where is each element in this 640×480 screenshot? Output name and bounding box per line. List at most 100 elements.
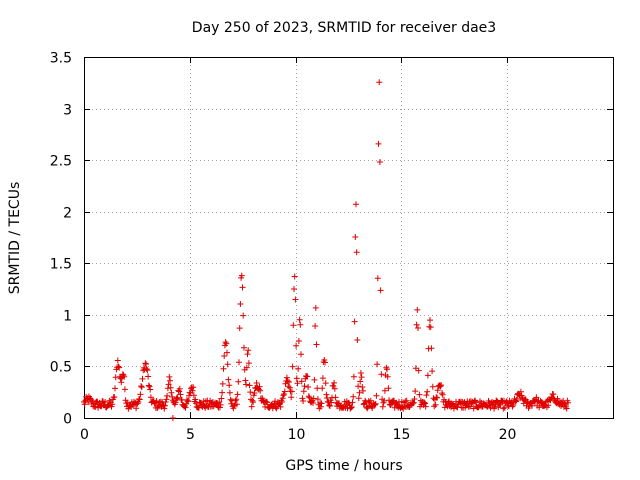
data-point: [174, 395, 181, 402]
data-point: [563, 405, 570, 412]
data-point: [256, 383, 263, 390]
data-point: [512, 397, 519, 404]
y-tick-label: 0.5: [50, 360, 72, 376]
data-point: [513, 397, 520, 403]
data-point: [247, 389, 254, 396]
data-point: [304, 373, 311, 380]
data-point: [226, 389, 233, 396]
data-point: [373, 392, 380, 399]
data-point: [246, 382, 253, 389]
data-point: [291, 273, 298, 280]
data-point: [244, 351, 251, 358]
data-point: [472, 399, 479, 406]
data-point: [293, 342, 300, 349]
data-point: [349, 399, 356, 406]
data-point: [410, 399, 417, 406]
data-point: [565, 399, 572, 406]
data-point: [200, 401, 207, 408]
data-point: [350, 393, 357, 400]
data-point: [500, 405, 507, 412]
data-point: [331, 385, 338, 392]
data-point: [257, 387, 264, 394]
data-point: [517, 388, 524, 395]
data-point: [429, 368, 436, 375]
data-point: [352, 234, 359, 240]
data-point: [312, 304, 319, 311]
data-point: [192, 396, 199, 403]
data-point: [353, 201, 359, 208]
data-point: [501, 404, 508, 411]
data-point: [234, 391, 241, 398]
data-point: [112, 385, 118, 392]
x-axis-label: GPS time / hours: [285, 458, 402, 474]
data-point: [243, 364, 250, 371]
data-point: [251, 390, 258, 396]
data-point: [281, 388, 288, 395]
data-point: [331, 379, 338, 386]
data-point: [367, 397, 374, 404]
data-point: [550, 391, 557, 398]
x-tick-label: 10: [288, 427, 306, 443]
data-point: [411, 396, 418, 402]
data-point: [139, 375, 146, 382]
data-point: [249, 397, 256, 404]
data-point: [360, 387, 366, 394]
data-point: [372, 400, 379, 407]
data-point: [374, 361, 381, 368]
x-tick-label: 5: [186, 427, 195, 443]
data-point: [308, 398, 315, 405]
data-point: [359, 384, 366, 390]
x-tick-label: 20: [499, 427, 517, 443]
data-point: [162, 402, 168, 409]
data-point: [167, 384, 174, 391]
data-point: [415, 325, 421, 331]
x-tick-label: 15: [393, 427, 411, 443]
data-point: [295, 338, 302, 344]
data-point: [289, 363, 296, 370]
y-tick-label: 1.5: [50, 257, 72, 273]
y-tick-label: 1: [63, 309, 72, 325]
data-point: [264, 399, 271, 406]
data-points: [81, 79, 572, 421]
data-point: [422, 403, 429, 410]
data-point: [355, 395, 362, 402]
data-point: [236, 359, 242, 366]
data-point: [434, 394, 440, 401]
data-point: [288, 394, 295, 401]
data-point: [421, 399, 428, 406]
x-tick-label: 0: [80, 427, 89, 443]
data-point: [427, 317, 433, 324]
data-point: [300, 398, 307, 404]
data-point: [227, 396, 234, 403]
data-point: [305, 393, 312, 400]
data-point: [233, 401, 240, 408]
data-point: [298, 378, 305, 385]
data-point: [433, 394, 440, 401]
data-point: [301, 383, 308, 390]
data-point: [250, 399, 257, 406]
chart-title: Day 250 of 2023, SRMTID for receiver dae…: [192, 20, 496, 36]
data-point: [145, 373, 152, 380]
data-point: [434, 387, 441, 394]
data-point: [323, 391, 330, 398]
data-point: [357, 370, 364, 376]
data-point: [117, 375, 124, 382]
data-point: [147, 386, 154, 393]
data-point: [312, 323, 319, 329]
data-point: [223, 340, 230, 347]
y-tick-label: 2: [63, 206, 72, 222]
data-point: [219, 380, 226, 387]
data-point: [415, 367, 422, 374]
data-point: [424, 372, 431, 379]
data-point: [243, 381, 250, 388]
data-point: [305, 384, 312, 390]
data-point: [167, 377, 173, 384]
data-point: [235, 378, 242, 385]
data-point: [295, 365, 302, 372]
data-point: [545, 402, 552, 409]
data-point: [290, 322, 297, 329]
data-point: [438, 382, 445, 389]
data-point: [317, 403, 324, 410]
data-point: [403, 397, 410, 404]
data-point: [81, 401, 88, 408]
